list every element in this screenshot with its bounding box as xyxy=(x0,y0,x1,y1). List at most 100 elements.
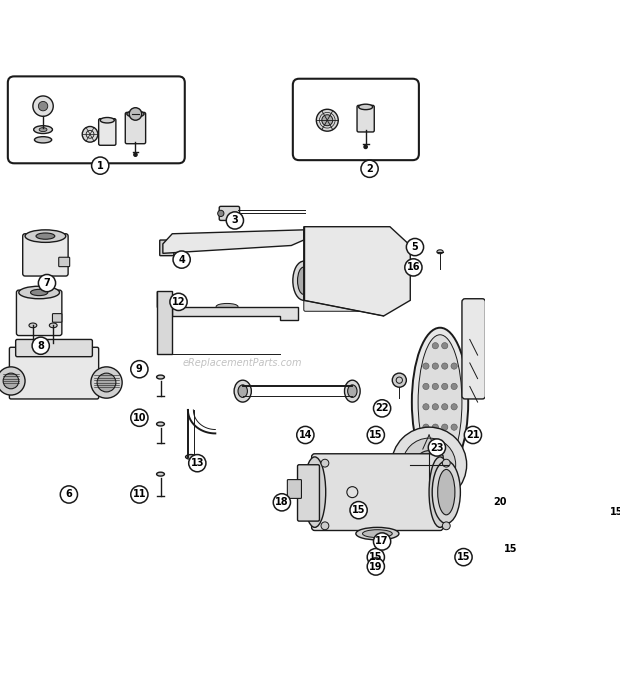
Circle shape xyxy=(432,444,438,451)
Circle shape xyxy=(92,157,109,174)
Ellipse shape xyxy=(157,422,164,426)
Circle shape xyxy=(455,549,472,566)
Text: 12: 12 xyxy=(172,297,185,307)
Ellipse shape xyxy=(39,128,47,132)
Circle shape xyxy=(441,424,448,430)
Circle shape xyxy=(173,251,190,268)
Circle shape xyxy=(131,360,148,378)
Circle shape xyxy=(423,424,429,430)
FancyBboxPatch shape xyxy=(160,240,174,256)
FancyBboxPatch shape xyxy=(59,257,69,267)
Circle shape xyxy=(188,454,206,472)
Circle shape xyxy=(391,296,398,302)
Circle shape xyxy=(405,259,422,276)
Circle shape xyxy=(361,160,378,178)
Text: 10: 10 xyxy=(133,412,146,423)
Circle shape xyxy=(391,427,467,502)
Circle shape xyxy=(464,427,482,443)
Polygon shape xyxy=(157,291,298,320)
FancyBboxPatch shape xyxy=(53,314,62,322)
Polygon shape xyxy=(163,230,304,253)
Text: 23: 23 xyxy=(430,443,444,452)
Text: 3: 3 xyxy=(231,215,238,225)
Circle shape xyxy=(406,238,423,256)
Circle shape xyxy=(443,459,450,467)
Circle shape xyxy=(432,424,438,430)
Circle shape xyxy=(423,404,429,410)
Circle shape xyxy=(426,430,432,437)
Text: 22: 22 xyxy=(375,404,389,413)
Circle shape xyxy=(441,444,448,451)
Circle shape xyxy=(428,439,446,456)
Circle shape xyxy=(451,383,458,389)
Circle shape xyxy=(38,275,56,292)
Circle shape xyxy=(608,503,620,520)
Circle shape xyxy=(373,533,391,550)
Ellipse shape xyxy=(418,335,462,469)
Circle shape xyxy=(451,363,458,369)
Ellipse shape xyxy=(437,250,443,254)
Circle shape xyxy=(297,427,314,443)
Circle shape xyxy=(82,126,98,142)
Text: 4: 4 xyxy=(179,254,185,265)
Circle shape xyxy=(3,373,19,389)
Ellipse shape xyxy=(363,530,392,537)
FancyBboxPatch shape xyxy=(16,340,92,356)
Circle shape xyxy=(367,549,384,566)
Ellipse shape xyxy=(100,117,114,123)
Ellipse shape xyxy=(185,454,197,459)
Ellipse shape xyxy=(30,290,48,296)
Ellipse shape xyxy=(412,328,468,477)
FancyBboxPatch shape xyxy=(298,464,319,521)
Ellipse shape xyxy=(157,375,164,379)
Circle shape xyxy=(321,522,329,530)
Ellipse shape xyxy=(35,136,51,143)
Text: 17: 17 xyxy=(375,537,389,547)
Circle shape xyxy=(91,367,122,398)
Ellipse shape xyxy=(29,323,37,328)
Circle shape xyxy=(367,427,384,443)
Ellipse shape xyxy=(238,385,247,398)
Text: 16: 16 xyxy=(407,263,420,273)
Ellipse shape xyxy=(298,267,310,294)
Text: 20: 20 xyxy=(493,497,507,508)
Circle shape xyxy=(133,153,138,157)
FancyBboxPatch shape xyxy=(23,234,68,276)
Text: 15: 15 xyxy=(369,552,383,562)
Circle shape xyxy=(322,115,333,126)
Text: 1: 1 xyxy=(97,161,104,171)
Circle shape xyxy=(441,363,448,369)
Ellipse shape xyxy=(25,230,66,242)
Circle shape xyxy=(402,438,456,491)
FancyBboxPatch shape xyxy=(287,480,301,498)
Ellipse shape xyxy=(127,111,144,117)
Circle shape xyxy=(33,96,53,116)
Ellipse shape xyxy=(304,457,326,527)
Circle shape xyxy=(0,367,25,395)
Circle shape xyxy=(451,424,458,430)
Ellipse shape xyxy=(218,211,224,217)
Ellipse shape xyxy=(356,527,399,540)
FancyBboxPatch shape xyxy=(304,260,385,311)
Ellipse shape xyxy=(33,126,53,134)
Text: 5: 5 xyxy=(412,242,418,252)
Circle shape xyxy=(432,383,438,389)
Circle shape xyxy=(131,409,148,427)
Text: 18: 18 xyxy=(275,497,289,508)
Circle shape xyxy=(392,373,406,387)
Polygon shape xyxy=(304,227,410,316)
FancyBboxPatch shape xyxy=(125,113,146,144)
Text: 11: 11 xyxy=(133,489,146,500)
Circle shape xyxy=(129,108,142,120)
Circle shape xyxy=(432,343,438,349)
Circle shape xyxy=(60,486,78,503)
Circle shape xyxy=(170,293,187,310)
Text: 15: 15 xyxy=(457,552,470,562)
Circle shape xyxy=(363,144,368,149)
Ellipse shape xyxy=(157,472,164,476)
FancyBboxPatch shape xyxy=(357,105,374,132)
Text: 21: 21 xyxy=(466,430,480,440)
Text: 9: 9 xyxy=(136,364,143,374)
Circle shape xyxy=(321,459,329,467)
Circle shape xyxy=(316,109,339,131)
